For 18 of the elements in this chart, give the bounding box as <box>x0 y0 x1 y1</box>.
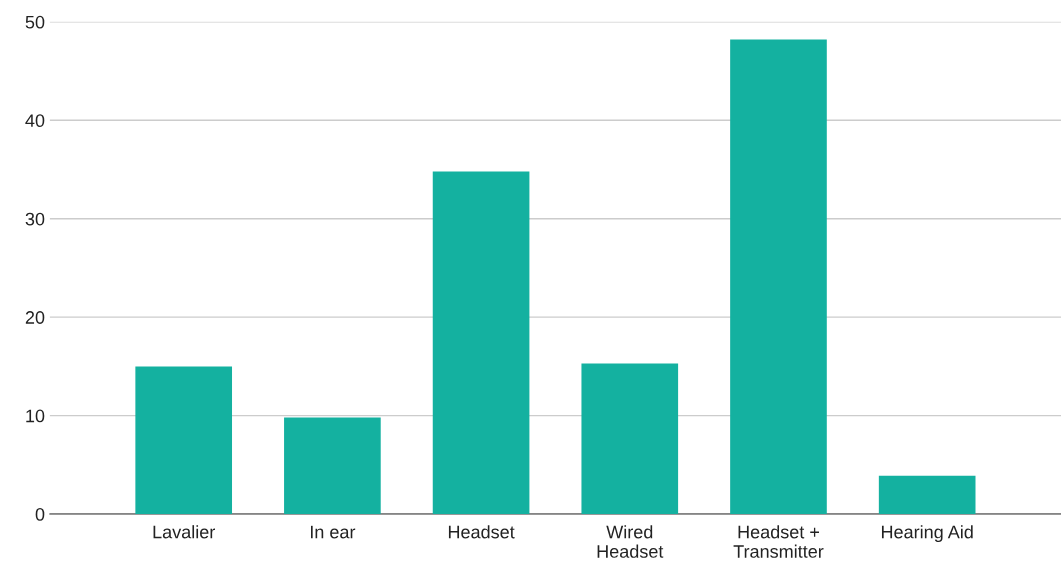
x-tick-label: Headset + Transmitter <box>733 525 824 558</box>
bar <box>730 39 827 515</box>
x-tick-label: Headset <box>448 525 515 539</box>
y-tick-label: 0 <box>35 507 45 521</box>
x-tick-label: Wired Headset <box>597 525 664 558</box>
x-tick-label: In ear <box>310 525 356 539</box>
y-tick-label: 10 <box>26 409 45 423</box>
bar <box>135 366 233 515</box>
y-tick-label: 20 <box>25 311 45 324</box>
y-tick-label: 50 <box>25 15 45 29</box>
bar <box>284 417 381 515</box>
y-tick-label: 40 <box>25 114 45 128</box>
bar <box>878 475 976 515</box>
bar <box>581 363 679 515</box>
x-tick-label: Lavalier <box>153 525 216 539</box>
y-tick-label: 30 <box>25 212 45 226</box>
bar <box>432 171 530 515</box>
x-tick-label: Hearing Aid <box>881 525 973 542</box>
